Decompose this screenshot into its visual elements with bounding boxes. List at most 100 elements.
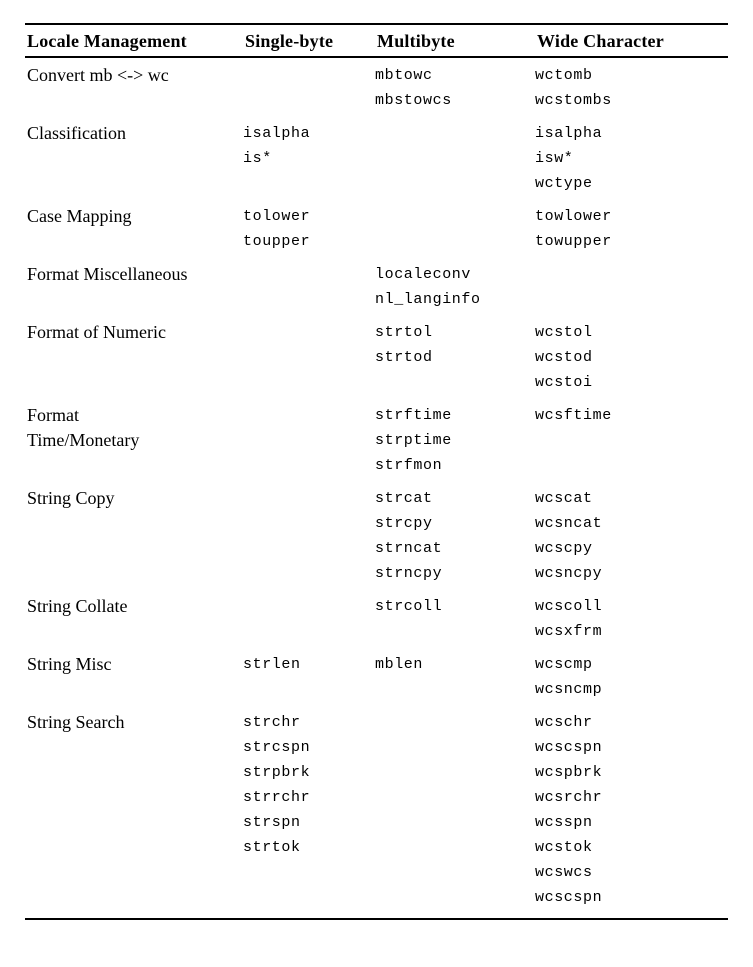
function-name: mbstowcs — [375, 92, 452, 109]
single-byte-cell — [243, 262, 375, 312]
function-name: strcat — [375, 490, 433, 507]
category-label: String Collate — [27, 596, 128, 616]
category-cell: String Copy — [25, 486, 243, 586]
category-cell: String Collate — [25, 594, 243, 644]
function-name: wcsncmp — [535, 681, 603, 698]
category-cell: String Misc — [25, 652, 243, 702]
single-byte-cell — [243, 403, 375, 478]
function-name: mbtowc — [375, 67, 433, 84]
function-name: strspn — [243, 814, 301, 831]
function-name: towupper — [535, 233, 612, 250]
wide-character-cell — [535, 262, 728, 312]
multibyte-cell — [375, 121, 535, 196]
table-row: Format Time/Monetary strftime strptime s… — [25, 403, 728, 478]
function-name: localeconv — [375, 266, 472, 283]
single-byte-cell — [243, 594, 375, 644]
function-name: wcscpy — [535, 540, 593, 557]
header-locale-management: Locale Management — [27, 31, 187, 51]
function-name: strlen — [243, 656, 301, 673]
category-label: Convert mb <-> wc — [27, 65, 169, 85]
function-name: isalpha — [243, 125, 311, 142]
multibyte-cell: strtol strtod — [375, 320, 535, 395]
single-byte-cell: tolower toupper — [243, 204, 375, 254]
function-name: nl_langinfo — [375, 291, 481, 308]
function-name: wcscspn — [535, 739, 603, 756]
wide-character-cell: wcsftime — [535, 403, 728, 478]
table-row: Case Mapping tolower toupper towlower to… — [25, 204, 728, 254]
table-row: String Search strchr strcspn strpbrk str… — [25, 710, 728, 910]
function-name: mblen — [375, 656, 424, 673]
function-name: wcsspn — [535, 814, 593, 831]
function-name: strcoll — [375, 598, 443, 615]
wide-character-cell: wcstol wcstod wcstoi — [535, 320, 728, 395]
single-byte-cell — [243, 320, 375, 395]
function-name: strtod — [375, 349, 433, 366]
category-label: Format Miscellaneous — [27, 264, 188, 284]
function-name: wcstombs — [535, 92, 612, 109]
top-rule — [25, 23, 728, 25]
function-name: towlower — [535, 208, 612, 225]
function-name: isalpha — [535, 125, 603, 142]
category-cell: Classification — [25, 121, 243, 196]
function-name: wcschr — [535, 714, 593, 731]
category-cell: Format Miscellaneous — [25, 262, 243, 312]
category-label: Case Mapping — [27, 206, 132, 226]
function-name: isw* — [535, 150, 574, 167]
category-label: String Search — [27, 712, 125, 732]
category-cell: Convert mb <-> wc — [25, 63, 243, 113]
multibyte-cell: localeconv nl_langinfo — [375, 262, 535, 312]
function-name: wcsxfrm — [535, 623, 603, 640]
header-single-byte: Single-byte — [245, 31, 334, 51]
function-name: strcpy — [375, 515, 433, 532]
function-name: wcspbrk — [535, 764, 603, 781]
function-name: strcspn — [243, 739, 311, 756]
single-byte-cell: isalpha is* — [243, 121, 375, 196]
category-cell: Case Mapping — [25, 204, 243, 254]
function-name: strptime — [375, 432, 452, 449]
table-row: String Copy strcat strcpy strncat strncp… — [25, 486, 728, 586]
multibyte-cell: mblen — [375, 652, 535, 702]
function-name: tolower — [243, 208, 311, 225]
locale-functions-table: Locale Management Single-byte Multibyte … — [25, 23, 728, 920]
function-name: strncat — [375, 540, 443, 557]
category-label: Time/Monetary — [27, 430, 140, 450]
function-name: strfmon — [375, 457, 443, 474]
function-name: is* — [243, 150, 272, 167]
function-name: strtok — [243, 839, 301, 856]
wide-character-cell: wcscmp wcsncmp — [535, 652, 728, 702]
table-row: Classification isalpha is* isalpha isw* … — [25, 121, 728, 196]
function-name: wcsncat — [535, 515, 603, 532]
wide-character-cell: isalpha isw* wctype — [535, 121, 728, 196]
function-name: strftime — [375, 407, 452, 424]
table-row: String Collate strcoll wcscoll wcsxfrm — [25, 594, 728, 644]
function-name: strtol — [375, 324, 433, 341]
function-name: wcstoi — [535, 374, 593, 391]
header-multibyte: Multibyte — [377, 31, 455, 51]
function-name: wcswcs — [535, 864, 593, 881]
multibyte-cell: mbtowc mbstowcs — [375, 63, 535, 113]
single-byte-cell — [243, 486, 375, 586]
function-name: wcscmp — [535, 656, 593, 673]
category-cell: String Search — [25, 710, 243, 910]
wide-character-cell: wcscat wcsncat wcscpy wcsncpy — [535, 486, 728, 586]
function-name: wcstod — [535, 349, 593, 366]
category-label: String Copy — [27, 488, 115, 508]
function-name: strrchr — [243, 789, 311, 806]
function-name: wctomb — [535, 67, 593, 84]
wide-character-cell: wctomb wcstombs — [535, 63, 728, 113]
table-body: Convert mb <-> wc mbtowc mbstowcs wctomb… — [25, 58, 728, 918]
table-header-row: Locale Management Single-byte Multibyte … — [25, 25, 728, 56]
category-cell: Format of Numeric — [25, 320, 243, 395]
function-name: wctype — [535, 175, 593, 192]
table-row: Format of Numeric strtol strtod wcstol w… — [25, 320, 728, 395]
category-cell: Format Time/Monetary — [25, 403, 243, 478]
category-label: Format — [27, 405, 79, 425]
header-wide-character: Wide Character — [537, 31, 664, 51]
function-name: wcsftime — [535, 407, 612, 424]
function-name: wcscat — [535, 490, 593, 507]
single-byte-cell: strlen — [243, 652, 375, 702]
single-byte-cell — [243, 63, 375, 113]
table-row: Convert mb <-> wc mbtowc mbstowcs wctomb… — [25, 63, 728, 113]
multibyte-cell: strftime strptime strfmon — [375, 403, 535, 478]
function-name: wcsncpy — [535, 565, 603, 582]
